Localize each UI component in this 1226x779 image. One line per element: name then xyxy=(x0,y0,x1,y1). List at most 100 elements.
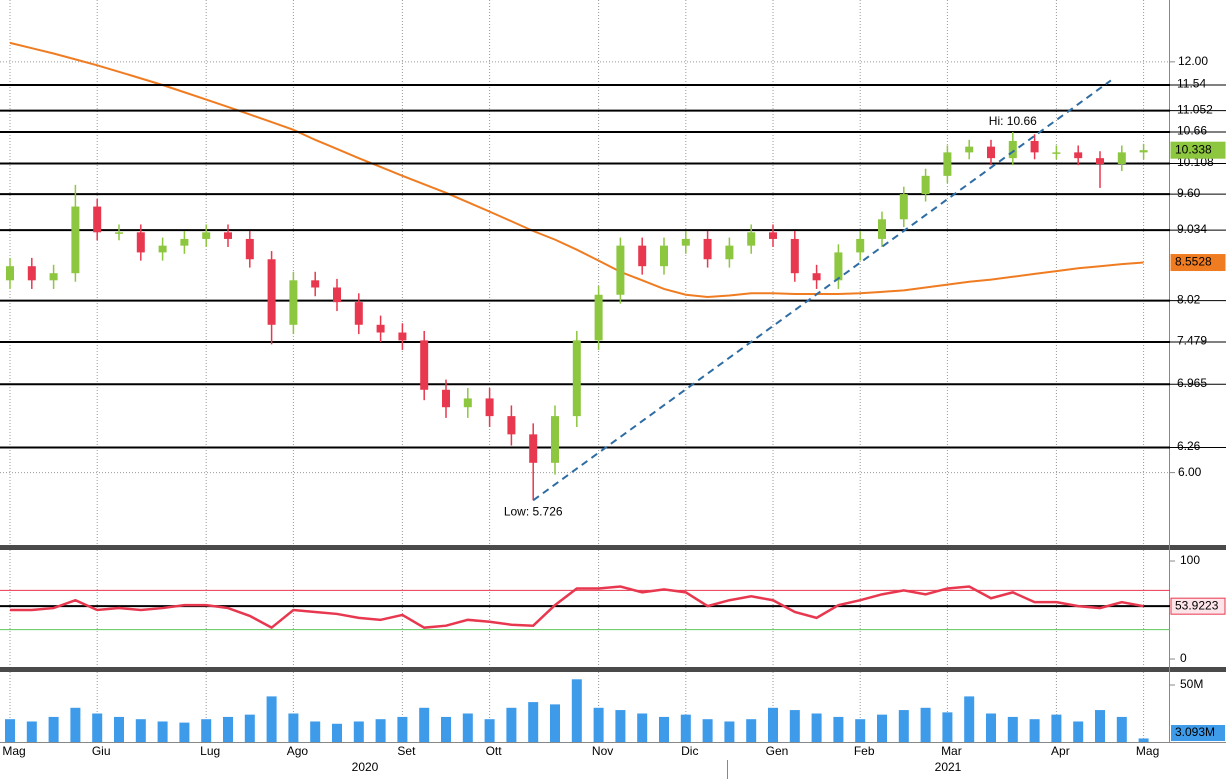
volume-bar xyxy=(1051,714,1062,742)
y-tick-label: 12.00 xyxy=(1178,54,1208,68)
level-label: 11.54 xyxy=(1177,77,1206,91)
candle-body xyxy=(485,398,494,417)
candle-body xyxy=(878,219,886,239)
candle-body xyxy=(921,175,930,195)
candle-body xyxy=(899,194,908,220)
volume-bar xyxy=(310,721,321,742)
volume-bar xyxy=(964,696,975,742)
value-tag: 3.093M xyxy=(1175,725,1215,739)
candle-body xyxy=(115,232,123,234)
volume-bar xyxy=(70,707,81,742)
candle-body xyxy=(551,416,559,463)
candle-body xyxy=(354,302,363,325)
candle-body xyxy=(1139,150,1148,153)
volume-bar xyxy=(5,719,15,742)
level-label: 6.26 xyxy=(1177,439,1201,453)
volume-bar xyxy=(375,719,386,742)
volume-bar xyxy=(942,712,953,742)
y-tick-label: 50M xyxy=(1180,677,1203,691)
candle-body xyxy=(572,340,581,417)
volume-bar xyxy=(789,710,800,742)
volume-bar xyxy=(462,713,473,742)
level-label: 11.052 xyxy=(1177,102,1213,116)
candle-body xyxy=(311,280,320,288)
volume-bar xyxy=(637,713,648,742)
rsi-line xyxy=(10,585,1144,630)
volume-bar xyxy=(179,722,190,742)
candle-body xyxy=(1030,140,1039,153)
candle-body xyxy=(1052,152,1061,154)
y-tick-label: 6.00 xyxy=(1178,465,1202,479)
volume-bar xyxy=(702,719,713,742)
value-tag: 53.9223 xyxy=(1175,598,1219,612)
volume-bar xyxy=(506,707,517,742)
panel-separator xyxy=(0,545,1226,550)
value-tag-box xyxy=(1170,254,1226,272)
level-label: 10.108 xyxy=(1177,155,1214,169)
volume-bar xyxy=(244,714,255,742)
x-tick-label: Nov xyxy=(592,744,613,758)
volume-bar xyxy=(441,716,451,742)
candle-body xyxy=(769,232,777,239)
value-tag-box xyxy=(1171,725,1225,741)
candle-body xyxy=(660,245,668,267)
volume-bar xyxy=(986,713,996,742)
candle-body xyxy=(703,238,712,260)
candle-body xyxy=(529,434,538,463)
volume-bar xyxy=(397,716,408,742)
volume-bar xyxy=(201,719,212,742)
volume-bar xyxy=(571,679,582,742)
candle-body xyxy=(442,389,450,408)
candle-body xyxy=(594,294,603,341)
candle-body xyxy=(616,245,625,295)
x-tick-label: Ott xyxy=(486,744,503,758)
volume-bar xyxy=(855,719,866,742)
volume-bar xyxy=(768,707,778,742)
year-label: 2020 xyxy=(352,760,379,774)
x-tick-label: Apr xyxy=(1051,744,1070,758)
volume-bar xyxy=(920,707,931,742)
candle-body xyxy=(987,146,995,159)
candle-body xyxy=(420,340,429,390)
candle-body xyxy=(1117,152,1126,164)
x-tick-label: Set xyxy=(397,744,416,758)
candle-body xyxy=(965,146,974,153)
volume-bar xyxy=(1073,721,1084,742)
candle-body xyxy=(507,416,516,435)
volume-bar xyxy=(266,696,277,742)
volume-bar xyxy=(353,721,364,742)
volume-bar xyxy=(48,716,59,742)
candle-body xyxy=(376,324,385,333)
candle-body xyxy=(267,259,276,325)
level-label: 7.479 xyxy=(1177,334,1207,348)
value-tag: 10.338 xyxy=(1175,142,1212,156)
candle-body xyxy=(398,332,407,341)
volume-bar xyxy=(1007,716,1018,742)
volume-bar xyxy=(157,721,168,742)
volume-bar xyxy=(1116,716,1127,742)
moving-average xyxy=(9,41,1144,298)
x-tick-label: Gen xyxy=(766,744,789,758)
volume-bar xyxy=(746,719,757,742)
candle-body xyxy=(943,152,952,176)
volume-bar xyxy=(419,707,430,742)
candle-body xyxy=(136,232,145,253)
x-tick-label: Feb xyxy=(854,744,875,758)
candle-body xyxy=(681,238,690,246)
volume-bar xyxy=(877,714,887,742)
x-tick-label: Mag xyxy=(2,744,25,758)
volume-bar xyxy=(484,719,495,742)
candle-body xyxy=(638,245,647,267)
candle-body xyxy=(856,238,865,253)
volume-bar xyxy=(1138,738,1149,742)
volume-bar xyxy=(114,716,124,742)
candle-body xyxy=(180,238,189,246)
volume-bar xyxy=(659,716,669,742)
candle-body xyxy=(812,273,821,281)
x-tick-label: Ago xyxy=(287,744,309,758)
candle-body xyxy=(834,252,843,281)
candle-body xyxy=(245,238,254,260)
panel-separator xyxy=(0,667,1226,672)
volume-bar xyxy=(898,710,909,742)
